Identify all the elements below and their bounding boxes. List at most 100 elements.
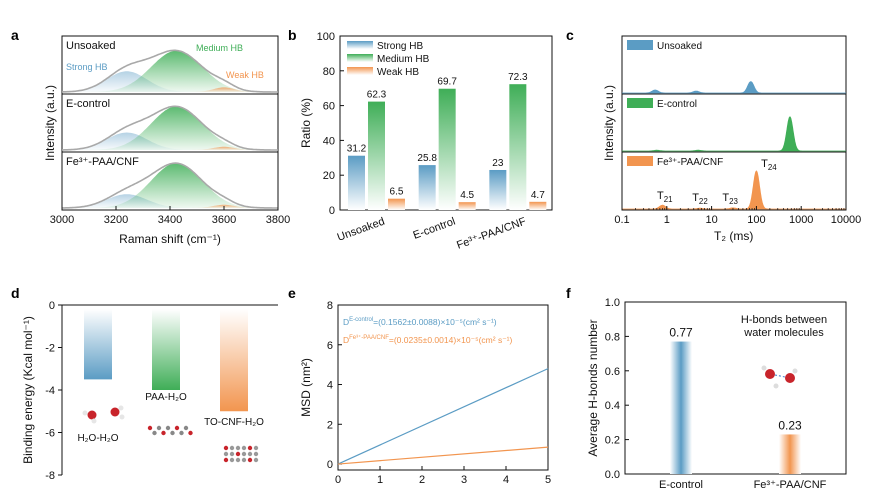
molecule-atom-icon	[247, 457, 253, 463]
bar-category-label: PAA-H₂O	[145, 392, 187, 403]
legend-label: Strong HB	[377, 41, 423, 52]
x-category-label: Unsoaked	[336, 216, 387, 244]
bar-category-label: H₂O-H₂O	[77, 433, 118, 444]
bar-value-label: 23	[492, 158, 504, 169]
msd-series-line	[337, 368, 549, 465]
bar-weak	[458, 202, 476, 210]
hydrogen-atom-icon	[761, 365, 767, 371]
bar-strong	[348, 155, 365, 210]
molecule-atom-icon	[156, 425, 162, 431]
bar-value-label: 0.23	[778, 418, 802, 432]
molecule-atom-icon	[241, 457, 247, 463]
y-axis-label: Intensity (a.u.)	[602, 85, 616, 161]
x-tick-label: 5	[545, 474, 551, 486]
x-axis-label: T₂ (ms)	[714, 229, 753, 243]
msd-series-line	[337, 446, 549, 465]
sample-label: Fe³⁺-PAA/CNF	[66, 156, 139, 168]
strong-hb-annotation: Strong HB	[66, 62, 108, 72]
bar-value-label: 0.77	[669, 326, 693, 340]
oxygen-atom-icon	[110, 407, 120, 417]
molecule-atom-icon	[174, 425, 180, 431]
molecule-atom-icon	[161, 430, 166, 436]
y-tick-label: -4	[45, 385, 55, 397]
spectrum-envelope	[62, 162, 278, 209]
plot-frame	[337, 304, 549, 471]
panel-label-c: c	[566, 27, 574, 43]
x-tick-label: 0.1	[614, 214, 629, 226]
molecule-atom-icon	[188, 430, 193, 436]
weak-hb-annotation: Weak HB	[226, 70, 264, 80]
molecule-atom-icon	[247, 445, 253, 451]
x-tick-label: 3600	[212, 214, 236, 226]
y-tick-label: 0.4	[605, 400, 620, 412]
x-category-label: Fe³⁺-PAA/CNF	[754, 479, 827, 491]
legend-label: Unsoaked	[657, 41, 702, 52]
y-axis-label: MSD (nm²)	[299, 358, 313, 417]
molecule-atom-icon	[183, 425, 189, 431]
medium-hb-component	[62, 106, 278, 150]
bar-category-label: TO-CNF-H₂O	[204, 417, 264, 428]
x-tick-label: 3	[461, 474, 467, 486]
oxygen-atom-icon	[765, 369, 775, 379]
distribution-series	[622, 116, 846, 152]
annotation-text: H-bonds between	[741, 314, 827, 326]
x-category-label: E-control	[412, 216, 457, 242]
annotation-text: water molecules	[743, 327, 824, 339]
x-tick-label: 10	[705, 214, 717, 226]
plot-frame	[621, 35, 847, 211]
y-tick-label: 0.0	[605, 469, 620, 481]
x-tick-label: 1	[377, 474, 383, 486]
y-tick-label: 80	[323, 66, 335, 78]
h-bond-bar	[779, 434, 801, 474]
molecule-atom-icon	[223, 451, 229, 457]
legend-label: E-control	[657, 99, 697, 110]
molecule-atom-icon	[247, 451, 253, 457]
spectrum-envelope	[61, 49, 278, 93]
x-tick-label: 2	[419, 474, 425, 486]
sample-label: E-control	[66, 98, 110, 110]
bar-value-label: 25.8	[417, 153, 437, 164]
panel-label-e: e	[288, 285, 296, 301]
panel-b-hb-ratio-bars: 0 20 40 60 80 100 31.2 62.3 6.5 Unsoaked 25.8 69.7 4…	[299, 31, 553, 252]
strong-hb-component	[62, 71, 278, 92]
y-tick-label: 0	[329, 205, 335, 217]
molecule-atom-icon	[165, 425, 171, 431]
molecule-atom-icon	[235, 457, 241, 463]
bar-value-label: 62.3	[367, 90, 387, 101]
x-category-label: E-control	[659, 479, 703, 491]
sample-label: Unsoaked	[66, 40, 116, 52]
x-tick-label: 100	[747, 214, 765, 226]
x-tick-label: 4	[503, 474, 509, 486]
hydrogen-atom-icon	[82, 410, 88, 416]
molecule-atom-icon	[253, 451, 259, 457]
strong-hb-component	[62, 194, 278, 208]
molecule-atom-icon	[152, 430, 157, 436]
diffusion-coefficient-annotation: DE-control=(0.1562±0.0088)×10⁻⁵(cm² s⁻¹)	[343, 317, 497, 327]
oxygen-atom-icon	[785, 373, 795, 383]
bar-strong	[418, 165, 436, 210]
y-axis-label: Binding energy (Kcal mol⁻¹)	[21, 316, 35, 464]
medium-hb-component	[62, 162, 278, 208]
y-tick-label: 20	[323, 170, 335, 182]
bar-value-label: 6.5	[390, 187, 404, 198]
molecule-atom-icon	[179, 430, 184, 436]
hydrogen-atom-icon	[118, 405, 124, 411]
legend-swatch	[347, 54, 373, 62]
molecule-atom-icon	[241, 445, 247, 451]
diffusion-coefficient-annotation: DFe³⁺-PAA/CNF=(0.0235±0.0014)×10⁻⁵(cm² s…	[343, 334, 513, 345]
legend-swatch	[347, 41, 373, 49]
x-tick-label: 3800	[266, 214, 290, 226]
y-tick-label: 1.0	[605, 297, 620, 309]
panel-c-t2-relaxation: Unsoaked E-control Fe³⁺-PAA/CNF T21 T22 T23 T2…	[602, 35, 861, 243]
y-tick-label: 0.2	[605, 435, 620, 447]
y-tick-label: 4	[327, 380, 333, 392]
legend-label: Weak HB	[377, 67, 419, 78]
peak-label: T23	[722, 192, 738, 206]
molecule-atom-icon	[235, 451, 241, 457]
panel-label-b: b	[288, 27, 297, 43]
y-tick-label: 2	[327, 419, 333, 431]
x-tick-label: 3200	[104, 214, 128, 226]
panel-a-raman-spectra: Unsoaked E-control Fe³⁺-PAA/CNF Strong HB Me…	[43, 35, 290, 246]
molecule-atom-icon	[235, 445, 241, 451]
